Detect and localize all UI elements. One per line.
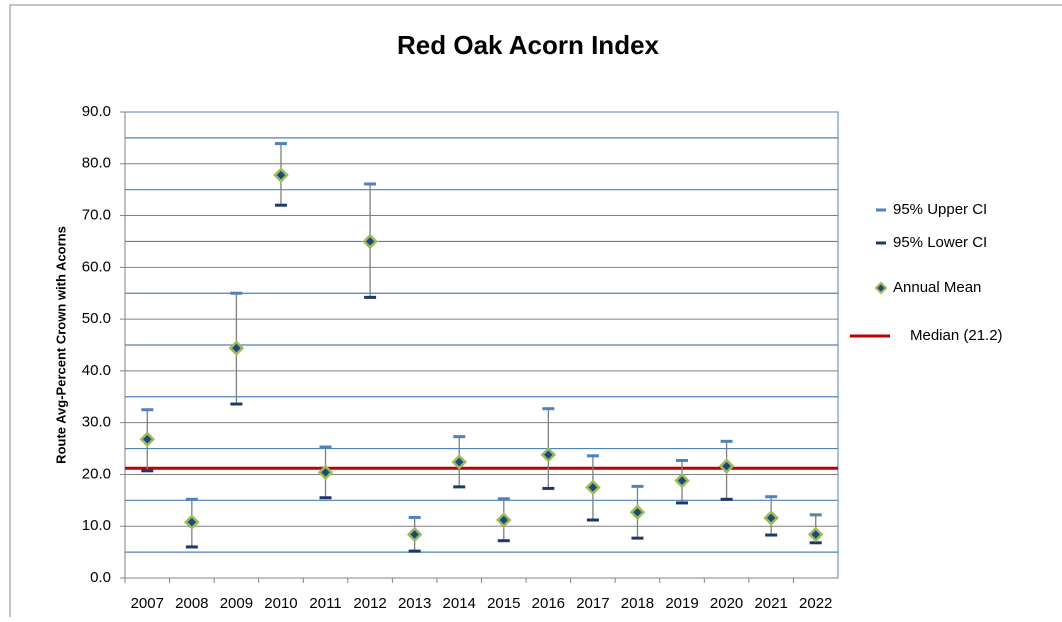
x-tick-label: 2015 (487, 595, 520, 612)
y-tick-label: 30.0 (82, 414, 111, 431)
annual-mean (362, 233, 378, 250)
y-tick-label: 70.0 (82, 207, 111, 224)
x-tick-label: 2019 (665, 595, 698, 612)
annual-mean (629, 504, 646, 521)
annual-mean (718, 458, 735, 474)
y-tick-label: 0.0 (90, 569, 111, 586)
annual-mean (273, 167, 289, 183)
x-tick-label: 2021 (754, 595, 787, 612)
y-tick-label: 20.0 (82, 465, 111, 482)
annual-mean (763, 510, 779, 526)
annual-mean (406, 526, 423, 543)
y-tick-label: 50.0 (82, 310, 111, 327)
annual-mean (807, 526, 824, 543)
annual-mean (184, 514, 200, 530)
x-tick-label: 2009 (220, 595, 253, 612)
x-tick-label: 2010 (264, 595, 297, 612)
x-tick-label: 2013 (398, 595, 431, 612)
y-tick-label: 80.0 (82, 155, 111, 172)
x-tick-label: 2018 (621, 595, 654, 612)
annual-mean (496, 512, 512, 528)
x-tick-label: 2007 (131, 595, 164, 612)
x-tick-label: 2012 (353, 595, 386, 612)
annual-mean (451, 454, 467, 470)
annual-mean (139, 431, 156, 448)
legend-label: Annual Mean (893, 279, 981, 296)
y-tick-label: 60.0 (82, 258, 111, 275)
annual-mean (674, 472, 690, 489)
y-axis-label: Route Avg-Percent Crown with Acorns (53, 226, 68, 464)
annual-mean (540, 447, 557, 463)
x-tick-label: 2016 (532, 595, 565, 612)
x-tick-label: 2011 (309, 595, 341, 612)
x-tick-label: 2014 (443, 595, 476, 612)
chart-frame (9, 4, 1062, 622)
legend-label: 95% Lower CI (893, 234, 987, 251)
x-tick-label: 2020 (710, 595, 743, 612)
legend-label: 95% Upper CI (893, 201, 987, 218)
x-tick-label: 2022 (799, 595, 832, 612)
x-tick-label: 2008 (175, 595, 208, 612)
legend-swatch (874, 281, 888, 295)
annual-mean (317, 464, 334, 481)
legend-label: Median (21.2) (910, 327, 1003, 344)
y-tick-label: 10.0 (82, 517, 111, 534)
chart-title: Red Oak Acorn Index (397, 30, 660, 60)
x-tick-label: 2017 (576, 595, 609, 612)
annual-mean (585, 479, 601, 496)
y-tick-label: 90.0 (82, 103, 111, 120)
y-tick-label: 40.0 (82, 362, 111, 379)
annual-mean (228, 340, 245, 356)
